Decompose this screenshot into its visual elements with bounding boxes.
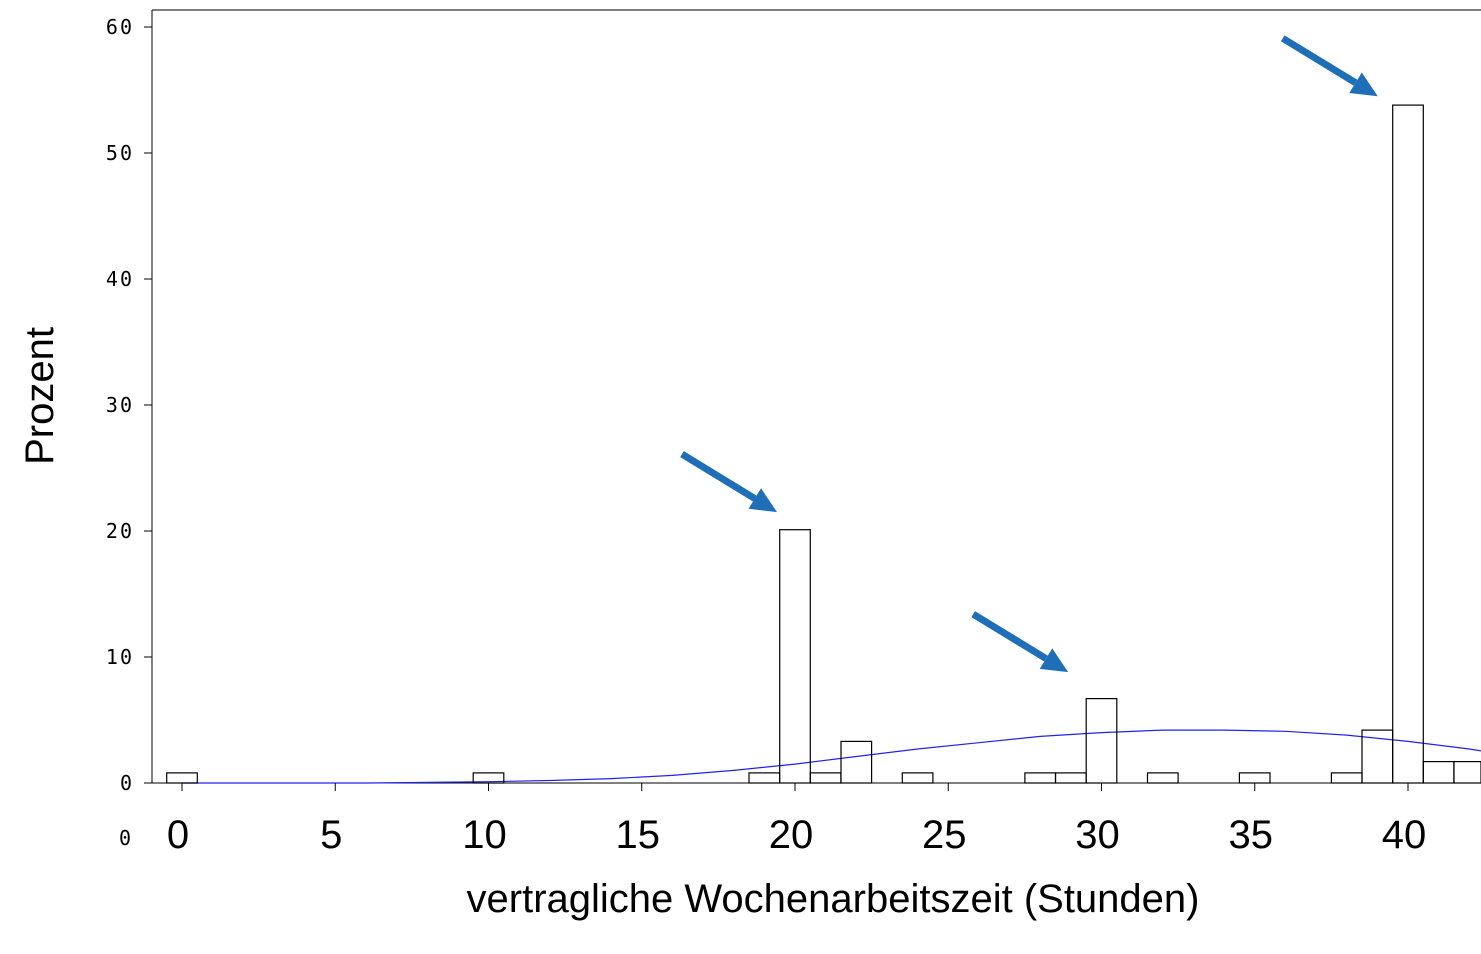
histogram-bar xyxy=(809,772,842,784)
y-tick-label: 40 xyxy=(106,267,134,291)
histogram-bar xyxy=(1146,772,1179,784)
histogram-bar xyxy=(1085,697,1118,784)
histogram-bar xyxy=(1330,772,1363,784)
histogram-bar xyxy=(1392,104,1424,784)
annotation-arrow xyxy=(680,451,777,513)
arrow-shaft xyxy=(971,611,1048,662)
histogram-bar xyxy=(1024,772,1057,784)
y-tick-label: 50 xyxy=(106,141,134,165)
y-tick-label: 60 xyxy=(106,15,134,39)
histogram-bar xyxy=(1238,772,1271,784)
arrow-shaft xyxy=(1280,35,1358,86)
annotation-arrow xyxy=(1280,35,1378,97)
arrow-shaft xyxy=(680,451,757,502)
histogram-bar xyxy=(840,740,873,784)
x-tick-label: 40 xyxy=(1382,813,1427,857)
normal-curve xyxy=(182,729,1481,784)
y-tick-label: 0 xyxy=(120,771,134,795)
arrow-head xyxy=(1349,72,1378,97)
histogram-bar xyxy=(901,772,934,784)
x-axis-title: vertragliche Wochenarbeitszeit (Stunden) xyxy=(467,877,1200,921)
x-tick-label: 35 xyxy=(1229,813,1274,857)
histogram-bar xyxy=(748,772,781,784)
x-tick-label: 20 xyxy=(769,813,814,857)
x-tick-label: 5 xyxy=(320,813,342,857)
x-tick-label: 10 xyxy=(462,813,507,857)
x-tick-label: 0 xyxy=(167,813,189,857)
y-tick-label: 10 xyxy=(106,645,134,669)
histogram-bar xyxy=(1422,760,1455,784)
histogram-bar xyxy=(779,529,811,784)
y-axis-title: Prozent xyxy=(18,327,62,465)
histogram-bar xyxy=(1054,772,1087,784)
arrow-head xyxy=(1039,648,1069,673)
arrow-head xyxy=(748,488,777,513)
x-tick-label: 15 xyxy=(616,813,661,857)
y-tick-label: 20 xyxy=(106,519,134,543)
x-tick-label: 25 xyxy=(922,813,967,857)
histogram-bar xyxy=(166,772,198,784)
histogram-bar xyxy=(1453,760,1481,784)
y-tick-label: 30 xyxy=(106,393,134,417)
annotation-arrow xyxy=(971,611,1069,673)
x-tick-label: 30 xyxy=(1075,813,1120,857)
origin-corner-label: 0 xyxy=(119,826,131,850)
